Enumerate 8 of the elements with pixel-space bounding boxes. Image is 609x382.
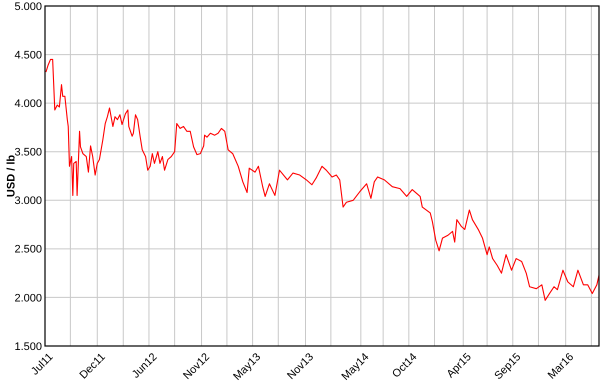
y-tick-label: 1.500 — [14, 340, 42, 353]
y-tick-label: 4.000 — [14, 98, 42, 110]
line-series — [45, 58, 600, 301]
y-tick-label: 3.000 — [14, 195, 42, 208]
y-tick-label: 2.500 — [14, 244, 42, 256]
y-tick-label: 5.000 — [14, 0, 42, 13]
y-tick-label: 2.000 — [14, 292, 42, 304]
y-tick-label: 4.500 — [14, 49, 42, 62]
